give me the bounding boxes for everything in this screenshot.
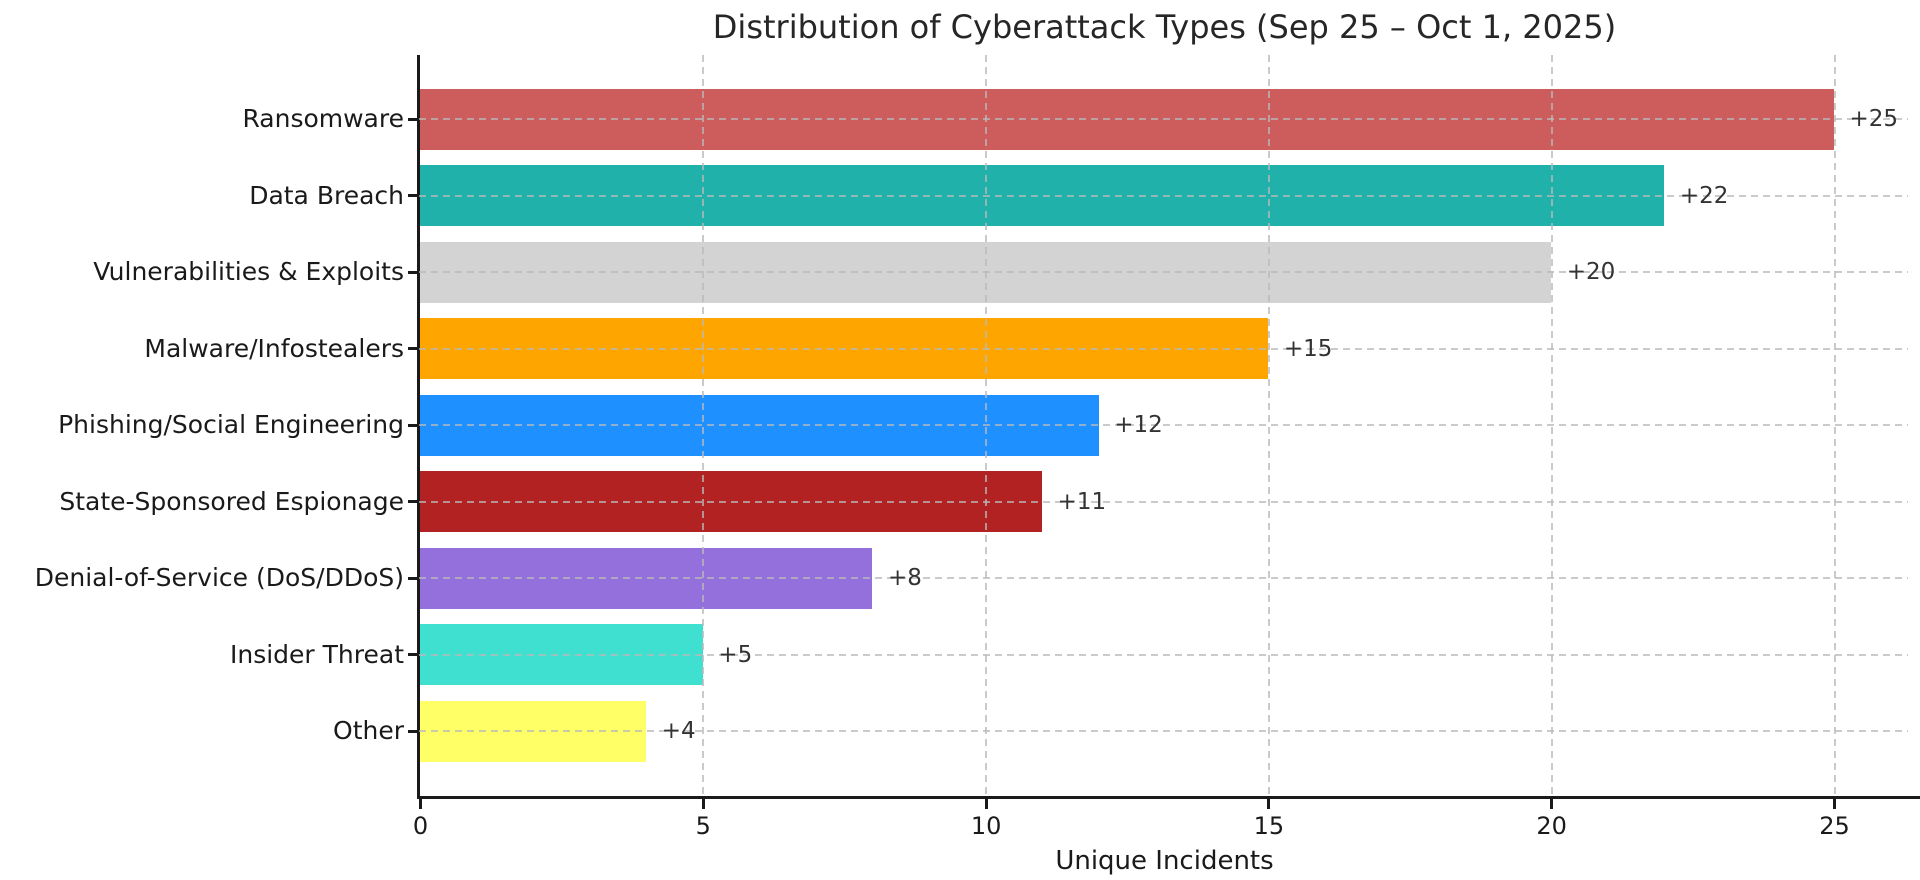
y-gridline (419, 271, 1908, 273)
bar-category-label: Denial-of-Service (DoS/DDoS) (34, 563, 404, 592)
y-gridline (419, 424, 1908, 426)
y-tick-mark (408, 270, 417, 274)
x-tick-label: 25 (1819, 812, 1850, 840)
x-tick-mark (419, 799, 422, 809)
x-gridline (1833, 55, 1836, 798)
bar-category-label: Data Breach (249, 180, 404, 210)
chart-title: Distribution of Cyberattack Types (Sep 2… (712, 8, 1617, 46)
x-gridline (1267, 55, 1270, 798)
y-tick-mark (408, 500, 417, 503)
y-tick-mark (408, 347, 417, 350)
y-gridline (419, 500, 1908, 503)
y-gridline (419, 118, 1908, 120)
bar-category-label: Ransomware (242, 104, 404, 133)
bar-category-label: Insider Threat (229, 639, 404, 669)
y-gridline (419, 194, 1908, 197)
y-tick-mark (408, 194, 417, 197)
x-tick-label: 10 (970, 812, 1002, 840)
bar-value-label: +4 (661, 718, 696, 744)
x-tick-mark (1267, 799, 1271, 809)
y-tick-mark (408, 653, 417, 656)
x-tick-mark (984, 799, 988, 809)
bar-category-label: State-Sponsored Espionage (59, 486, 404, 516)
bar-value-label: +5 (718, 641, 753, 668)
bar-value-label: +20 (1566, 259, 1616, 285)
x-tick-label: 15 (1253, 812, 1285, 840)
y-tick-mark (408, 576, 417, 580)
x-gridline (702, 55, 705, 798)
bar-category-label: Other (333, 716, 404, 745)
x-axis-spine (417, 796, 1920, 799)
y-gridline (419, 577, 1908, 579)
x-gridline (1550, 55, 1553, 798)
bar-category-label: Phishing/Social Engineering (58, 410, 404, 439)
bar-value-label: +25 (1849, 106, 1899, 132)
x-axis-label: Unique Incidents (1055, 846, 1274, 876)
bar-value-label: +8 (887, 565, 922, 591)
x-tick-mark (1550, 799, 1554, 809)
y-tick-mark (408, 117, 417, 121)
x-tick-label: 20 (1536, 812, 1567, 840)
y-tick-mark (408, 729, 417, 733)
y-tick-mark (408, 423, 417, 427)
x-tick-label: 0 (412, 812, 429, 840)
x-gridline (985, 55, 988, 798)
bar-value-label: +22 (1679, 182, 1729, 209)
y-gridline (419, 730, 1908, 732)
y-gridline (419, 347, 1908, 350)
x-tick-label: 5 (695, 812, 711, 840)
bar-value-label: +11 (1057, 488, 1107, 515)
x-tick-mark (701, 799, 705, 809)
y-axis-spine (417, 55, 420, 798)
bar-category-label: Vulnerabilities & Exploits (93, 257, 404, 286)
bar-value-label: +15 (1283, 335, 1333, 362)
bar-category-label: Malware/Infostealers (144, 333, 404, 363)
bar-value-label: +12 (1114, 412, 1163, 438)
x-tick-mark (1833, 799, 1836, 809)
y-gridline (419, 653, 1908, 656)
